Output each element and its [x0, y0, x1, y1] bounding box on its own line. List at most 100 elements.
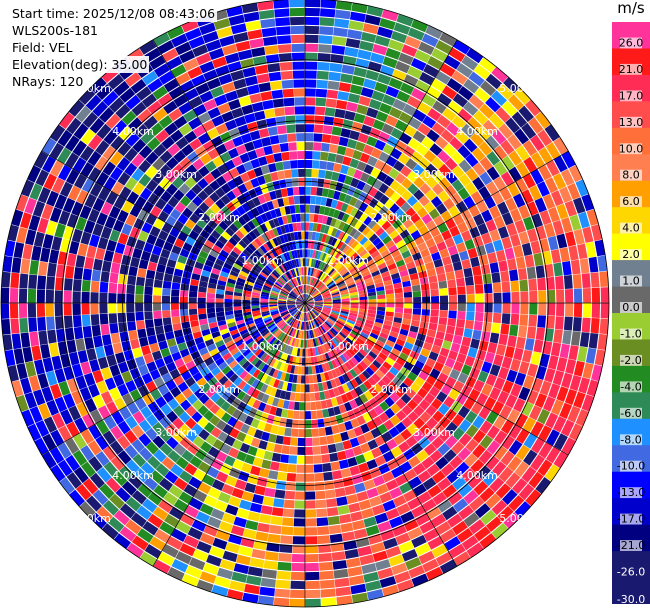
range-gate-cell	[213, 263, 223, 271]
range-gate-cell	[189, 497, 204, 511]
range-gate-cell	[403, 218, 414, 229]
range-gate-cell	[330, 288, 339, 293]
range-gate-cell	[538, 425, 552, 442]
range-gate-cell	[166, 410, 178, 423]
range-gate-cell	[207, 343, 217, 352]
range-gate-cell	[313, 319, 319, 327]
range-gate-cell	[197, 405, 209, 416]
range-gate-cell	[536, 181, 550, 197]
range-gate-cell	[448, 47, 466, 62]
range-gate-cell	[389, 487, 403, 499]
range-gate-cell	[288, 294, 297, 299]
range-gate-cell	[322, 462, 332, 472]
range-gate-cell	[384, 408, 395, 419]
range-gate-cell	[282, 334, 289, 343]
range-gate-cell	[310, 186, 317, 196]
range-gate-cell	[333, 27, 348, 37]
range-gate-cell	[42, 155, 57, 173]
range-gate-cell	[66, 253, 77, 267]
range-gate-cell	[306, 301, 314, 303]
range-gate-cell	[411, 19, 429, 33]
range-gate-cell	[273, 269, 281, 277]
range-gate-cell	[323, 417, 331, 427]
range-gate-cell	[323, 254, 330, 263]
range-gate-cell	[278, 297, 287, 300]
range-gate-cell	[318, 364, 324, 373]
range-gate-cell	[416, 449, 429, 462]
range-ring-label: 1.00km	[327, 254, 369, 267]
range-gate-cell	[375, 559, 391, 571]
range-gate-cell	[281, 312, 290, 318]
range-gate-cell	[200, 382, 212, 393]
range-gate-cell	[273, 379, 280, 388]
range-gate-cell	[296, 222, 302, 231]
range-gate-cell	[224, 52, 240, 64]
range-gate-cell	[86, 348, 97, 361]
range-gate-cell	[268, 274, 277, 282]
range-gate-cell	[212, 56, 227, 69]
range-gate-cell	[242, 299, 251, 303]
range-gate-cell	[235, 281, 245, 287]
range-gate-cell	[377, 294, 386, 300]
range-gate-cell	[275, 435, 284, 445]
range-gate-cell	[114, 533, 131, 549]
range-gate-cell	[350, 252, 359, 261]
range-gate-cell	[311, 178, 318, 187]
range-gate-cell	[305, 500, 316, 509]
range-gate-cell	[274, 316, 282, 323]
range-gate-cell	[537, 315, 547, 328]
range-gate-cell	[219, 249, 230, 258]
range-gate-cell	[254, 263, 263, 271]
range-gate-cell	[385, 258, 395, 267]
range-gate-cell	[286, 233, 292, 242]
range-gate-cell	[162, 391, 174, 403]
range-gate-cell	[305, 267, 307, 276]
colorbar-segment: -26.0	[612, 551, 650, 579]
range-gate-cell	[550, 249, 561, 264]
range-gate-cell	[54, 194, 67, 210]
range-gate-cell	[338, 221, 346, 231]
range-gate-cell	[505, 117, 521, 134]
range-gate-cell	[72, 279, 82, 292]
range-gate-cell	[394, 119, 408, 132]
range-gate-cell	[226, 282, 235, 288]
range-gate-cell	[448, 287, 457, 296]
range-gate-cell	[341, 303, 350, 306]
range-gate-cell	[247, 445, 258, 457]
range-gate-cell	[453, 498, 469, 513]
range-gate-cell	[292, 223, 298, 232]
range-gate-cell	[353, 66, 368, 78]
range-gate-cell	[311, 310, 317, 317]
range-gate-cell	[245, 20, 262, 31]
range-gate-cell	[220, 271, 229, 278]
range-ring-label: 4.00km	[456, 469, 498, 482]
range-gate-cell	[240, 133, 252, 144]
range-gate-cell	[208, 48, 225, 60]
range-gate-cell	[550, 342, 562, 357]
range-gate-cell	[403, 74, 419, 87]
range-gate-cell	[315, 328, 320, 337]
range-gate-cell	[545, 159, 560, 177]
range-gate-cell	[319, 314, 327, 320]
range-gate-cell	[450, 253, 461, 264]
range-gate-cell	[373, 405, 384, 416]
range-gate-cell	[211, 584, 229, 597]
range-gate-cell	[136, 276, 145, 287]
range-gate-cell	[257, 361, 266, 371]
range-gate-cell	[298, 303, 305, 310]
range-gate-cell	[299, 276, 302, 285]
range-gate-cell	[305, 16, 320, 26]
range-gate-cell	[344, 401, 353, 412]
velocity-colorbar: 26.021.017.013.010.08.06.04.02.01.00.0-1…	[612, 22, 650, 604]
range-gate-cell	[503, 512, 520, 529]
range-gate-cell	[561, 437, 576, 455]
range-gate-cell	[232, 187, 242, 198]
range-gate-cell	[146, 234, 157, 245]
range-gate-cell	[291, 52, 305, 61]
range-gate-cell	[154, 271, 164, 281]
range-gate-cell	[299, 296, 305, 303]
range-gate-cell	[198, 250, 209, 259]
range-gate-cell	[300, 258, 303, 267]
range-gate-cell	[194, 336, 204, 345]
range-gate-cell	[350, 303, 359, 306]
